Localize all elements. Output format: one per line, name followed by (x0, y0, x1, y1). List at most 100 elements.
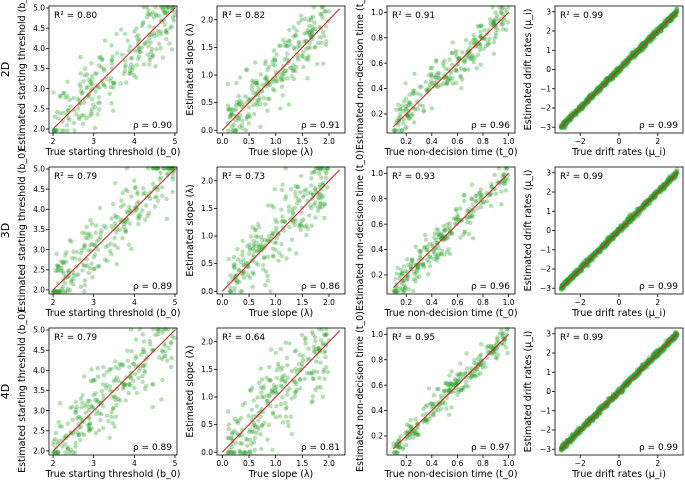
data-point (233, 113, 238, 119)
data-point (420, 103, 426, 109)
data-point (249, 87, 255, 92)
data-point (127, 71, 132, 77)
x-tick-label: 4 (132, 137, 137, 146)
data-point (273, 414, 279, 420)
data-point (229, 112, 234, 118)
r-squared-annotation: R² = 0.79 (54, 172, 97, 182)
data-point (269, 347, 274, 352)
data-point (103, 84, 108, 90)
data-point (455, 215, 460, 220)
data-point (283, 194, 289, 199)
data-point (280, 37, 286, 42)
data-point (409, 113, 415, 118)
data-point (471, 33, 476, 38)
data-point (125, 38, 130, 43)
data-point (149, 46, 155, 52)
data-point (450, 50, 455, 56)
y-tick-label: 2.0 (33, 286, 45, 295)
data-point (444, 406, 449, 411)
x-axis-label: True starting threshold (b_0) (44, 308, 180, 319)
data-point (134, 62, 139, 68)
data-point (235, 257, 241, 262)
data-point (246, 413, 251, 419)
data-point (311, 376, 316, 382)
data-point (97, 205, 103, 211)
data-point (296, 20, 301, 25)
data-point (158, 29, 163, 34)
data-point (425, 89, 430, 95)
data-point (85, 423, 91, 428)
data-point (51, 128, 57, 133)
data-point (251, 111, 257, 117)
y-tick-label: 3.0 (33, 245, 45, 254)
x-tick-label: 0.2 (400, 137, 412, 146)
data-point (241, 102, 246, 108)
data-point (108, 249, 113, 254)
data-point (274, 404, 279, 409)
data-point (79, 405, 84, 410)
y-tick-label: 2.5 (33, 104, 45, 113)
data-point (273, 350, 278, 355)
data-point (70, 404, 75, 410)
data-point (298, 13, 304, 18)
data-point (95, 112, 100, 117)
data-point (243, 94, 248, 99)
data-point (503, 188, 509, 193)
data-point (417, 274, 422, 279)
data-point (290, 68, 296, 74)
data-point (500, 21, 506, 27)
data-point (584, 100, 589, 105)
data-point (305, 57, 311, 63)
data-point (322, 350, 327, 355)
data-point (56, 116, 61, 121)
data-point (393, 128, 398, 133)
data-point (312, 335, 318, 340)
data-point (263, 59, 268, 64)
data-point (169, 355, 174, 361)
data-point (148, 55, 153, 60)
data-point (266, 233, 272, 238)
x-tick-label: 0.5 (243, 298, 255, 307)
data-point (403, 107, 408, 112)
data-point (320, 342, 325, 347)
data-point (231, 254, 237, 260)
data-point (324, 333, 329, 338)
data-point (140, 332, 146, 337)
data-point (632, 47, 638, 53)
data-point (450, 75, 455, 81)
y-tick-label: 3.5 (33, 64, 45, 73)
data-point (67, 288, 73, 293)
data-point (67, 97, 72, 103)
data-point (482, 28, 487, 33)
data-point (51, 439, 56, 444)
data-point (445, 77, 450, 83)
data-point (444, 82, 449, 87)
data-point (120, 190, 125, 196)
r-squared-annotation: R² = 0.79 (54, 333, 97, 343)
data-point (168, 364, 174, 370)
rho-annotation: ρ = 0.96 (471, 121, 510, 131)
y-tick-label: 2.5 (33, 426, 45, 435)
data-point (449, 62, 455, 67)
data-point (80, 393, 85, 398)
data-point (258, 102, 263, 107)
identity-line (52, 329, 176, 452)
data-point (425, 272, 431, 277)
data-point (115, 245, 121, 251)
data-point (160, 330, 165, 335)
data-point (141, 186, 146, 191)
data-point (147, 12, 152, 17)
data-point (249, 385, 255, 390)
data-point (313, 200, 318, 205)
data-point (616, 69, 621, 74)
r-squared-annotation: R² = 0.99 (560, 172, 603, 182)
x-tick-label: 2 (655, 298, 660, 307)
data-point (491, 21, 496, 27)
data-point (464, 351, 469, 356)
data-point (293, 33, 298, 38)
data-point (470, 197, 475, 202)
data-point (445, 81, 450, 86)
data-point (249, 83, 255, 89)
data-point (163, 353, 168, 359)
data-point (248, 114, 253, 120)
